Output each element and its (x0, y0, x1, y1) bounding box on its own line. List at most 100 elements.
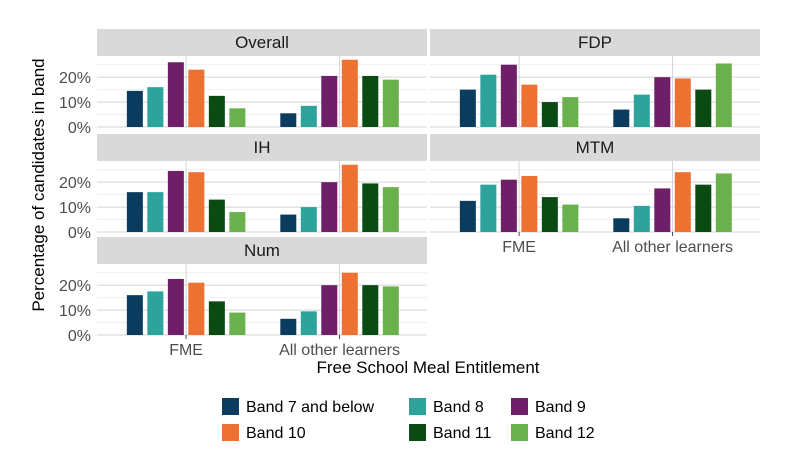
bar-fdp-all-other-learners-band-10 (674, 78, 691, 127)
bar-fdp-fme-band-10 (521, 84, 538, 127)
bar-num-all-other-learners-band-8 (300, 311, 317, 335)
bar-ih-fme-band-10 (188, 172, 205, 232)
bar-mtm-fme-band-7-and-below (459, 200, 476, 232)
legend-label-band-12: Band 12 (535, 425, 595, 442)
y-tick-label: 0% (68, 225, 91, 242)
bar-mtm-fme-band-10 (521, 175, 538, 232)
bar-fdp-fme-band-11 (541, 102, 558, 127)
bar-overall-fme-band-11 (208, 95, 225, 127)
bar-num-fme-band-12 (229, 312, 246, 335)
bar-fdp-all-other-learners-band-7-and-below (613, 109, 630, 127)
y-axis-title: Percentage of candidates in band (29, 58, 48, 311)
bar-ih-fme-band-11 (208, 199, 225, 232)
x-tick-label: All other learners (612, 239, 733, 256)
bar-num-all-other-learners-band-12 (382, 286, 399, 335)
panel-title: FDP (578, 33, 612, 52)
bar-fdp-fme-band-9 (500, 64, 517, 127)
panel-overall: Overall 0% 10% 20% (59, 29, 427, 137)
x-axis-title: Free School Meal Entitlement (317, 358, 540, 377)
bar-num-fme-band-11 (208, 301, 225, 335)
panel-strip (97, 237, 427, 264)
bar-mtm-all-other-learners-band-11 (695, 184, 712, 232)
bar-mtm-all-other-learners-band-9 (654, 188, 671, 232)
bar-ih-fme-band-7-and-below (126, 192, 143, 232)
bar-num-all-other-learners-band-11 (362, 285, 379, 335)
panels-layer: Overall 0% 10% 20% FDP IH 0% 10% 20% MTM FME All ot… (59, 29, 760, 359)
bar-mtm-all-other-learners-band-8 (633, 205, 650, 232)
panel-strip (97, 134, 427, 161)
x-tick-label: FME (169, 342, 203, 359)
y-tick-label: 10% (59, 95, 91, 112)
legend-label-band-11: Band 11 (433, 425, 492, 442)
y-tick-label: 20% (59, 70, 91, 87)
bar-mtm-all-other-learners-band-12 (715, 173, 732, 232)
bar-ih-fme-band-8 (147, 192, 164, 232)
bar-mtm-all-other-learners-band-7-and-below (613, 218, 630, 232)
bar-ih-all-other-learners-band-7-and-below (280, 214, 297, 232)
bar-overall-all-other-learners-band-11 (362, 75, 379, 127)
legend: Band 7 and below Band 8 Band 9 Band 10 B… (222, 398, 595, 442)
bar-mtm-fme-band-12 (562, 204, 579, 232)
bar-ih-fme-band-9 (167, 170, 184, 232)
bar-ih-all-other-learners-band-10 (341, 164, 358, 232)
panel-title: Num (244, 241, 280, 260)
panel-num: Num 0% 10% 20% FME All other learners (59, 237, 427, 359)
bar-fdp-fme-band-8 (480, 74, 497, 127)
bar-fdp-all-other-learners-band-8 (633, 94, 650, 127)
panel-fdp: FDP (430, 29, 760, 128)
y-tick-label: 10% (59, 303, 91, 320)
bar-num-all-other-learners-band-10 (341, 272, 358, 335)
panel-title: MTM (576, 138, 615, 157)
bar-fdp-all-other-learners-band-12 (715, 63, 732, 127)
bar-fdp-fme-band-12 (562, 97, 579, 127)
panel-strip (430, 29, 760, 56)
bar-num-all-other-learners-band-9 (321, 285, 338, 335)
legend-key-band-7-and-below (222, 398, 239, 415)
bar-overall-fme-band-8 (147, 87, 164, 127)
bar-num-all-other-learners-band-7-and-below (280, 318, 297, 335)
panel-title: IH (254, 138, 271, 157)
bar-mtm-all-other-learners-band-10 (674, 172, 691, 232)
bar-overall-fme-band-12 (229, 108, 246, 127)
bar-overall-fme-band-10 (188, 69, 205, 127)
bar-overall-all-other-learners-band-8 (300, 105, 317, 127)
bar-mtm-fme-band-11 (541, 197, 558, 232)
y-tick-label: 20% (59, 175, 91, 192)
bar-ih-all-other-learners-band-11 (362, 183, 379, 232)
x-tick-label: All other learners (279, 342, 400, 359)
legend-label-band-8: Band 8 (433, 399, 484, 416)
bar-num-fme-band-7-and-below (126, 295, 143, 335)
legend-key-band-12 (511, 424, 528, 441)
legend-key-band-10 (222, 424, 239, 441)
legend-label-band-7-and-below: Band 7 and below (246, 399, 375, 416)
bar-mtm-fme-band-8 (480, 184, 497, 232)
bar-overall-fme-band-9 (167, 62, 184, 127)
bar-num-fme-band-8 (147, 291, 164, 335)
legend-label-band-9: Band 9 (535, 399, 586, 416)
legend-key-band-11 (409, 424, 426, 441)
panel-strip (97, 29, 427, 56)
bar-ih-fme-band-12 (229, 212, 246, 232)
bar-overall-all-other-learners-band-10 (341, 59, 358, 127)
bar-overall-fme-band-7-and-below (126, 90, 143, 127)
panel-strip (430, 134, 760, 161)
panel-ih: IH 0% 10% 20% (59, 134, 427, 242)
y-tick-label: 20% (59, 278, 91, 295)
x-tick-label: FME (502, 239, 536, 256)
bar-fdp-all-other-learners-band-11 (695, 89, 712, 127)
bar-mtm-fme-band-9 (500, 179, 517, 232)
panel-title: Overall (235, 33, 289, 52)
bar-fdp-fme-band-7-and-below (459, 89, 476, 127)
legend-key-band-8 (409, 398, 426, 415)
y-tick-label: 10% (59, 200, 91, 217)
bar-overall-all-other-learners-band-9 (321, 75, 338, 127)
bar-ih-all-other-learners-band-8 (300, 207, 317, 232)
y-tick-label: 0% (68, 120, 91, 137)
bar-overall-all-other-learners-band-7-and-below (280, 113, 297, 127)
bar-num-fme-band-9 (167, 278, 184, 335)
bar-num-fme-band-10 (188, 282, 205, 335)
panel-mtm: MTM FME All other learners (430, 134, 760, 256)
bar-ih-all-other-learners-band-9 (321, 182, 338, 232)
legend-key-band-9 (511, 398, 528, 415)
